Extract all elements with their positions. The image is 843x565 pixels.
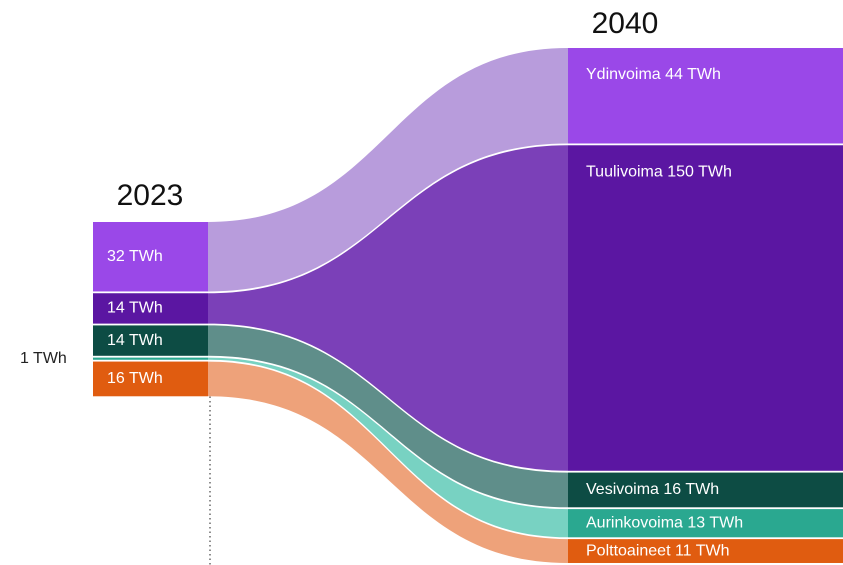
node xyxy=(93,222,208,292)
node xyxy=(93,361,208,397)
flow xyxy=(208,357,568,538)
node-label: 14 TWh xyxy=(107,332,163,349)
node-label: 14 TWh xyxy=(107,300,163,317)
node-label: Polttoaineet 11 TWh xyxy=(586,542,730,559)
node xyxy=(568,145,843,471)
column-title: 2040 xyxy=(592,7,659,40)
node-label: Aurinkovoima 13 TWh xyxy=(586,514,743,531)
node-label: Vesivoima 16 TWh xyxy=(586,481,719,498)
node-label: Tuulivoima 150 TWh xyxy=(586,163,732,180)
node xyxy=(568,509,843,538)
node xyxy=(568,539,843,563)
node xyxy=(93,293,208,324)
flow xyxy=(208,48,568,292)
node-label: Ydinvoima 44 TWh xyxy=(586,66,721,83)
node xyxy=(568,48,843,144)
flow xyxy=(208,325,568,508)
node xyxy=(93,325,208,356)
column-title: 2023 xyxy=(117,179,184,212)
flow xyxy=(208,361,568,563)
node xyxy=(568,472,843,508)
node-label: 32 TWh xyxy=(107,248,163,265)
flow xyxy=(208,145,568,471)
node xyxy=(93,357,208,360)
node-label: 1 TWh xyxy=(20,350,67,367)
node-label: 16 TWh xyxy=(107,370,163,387)
